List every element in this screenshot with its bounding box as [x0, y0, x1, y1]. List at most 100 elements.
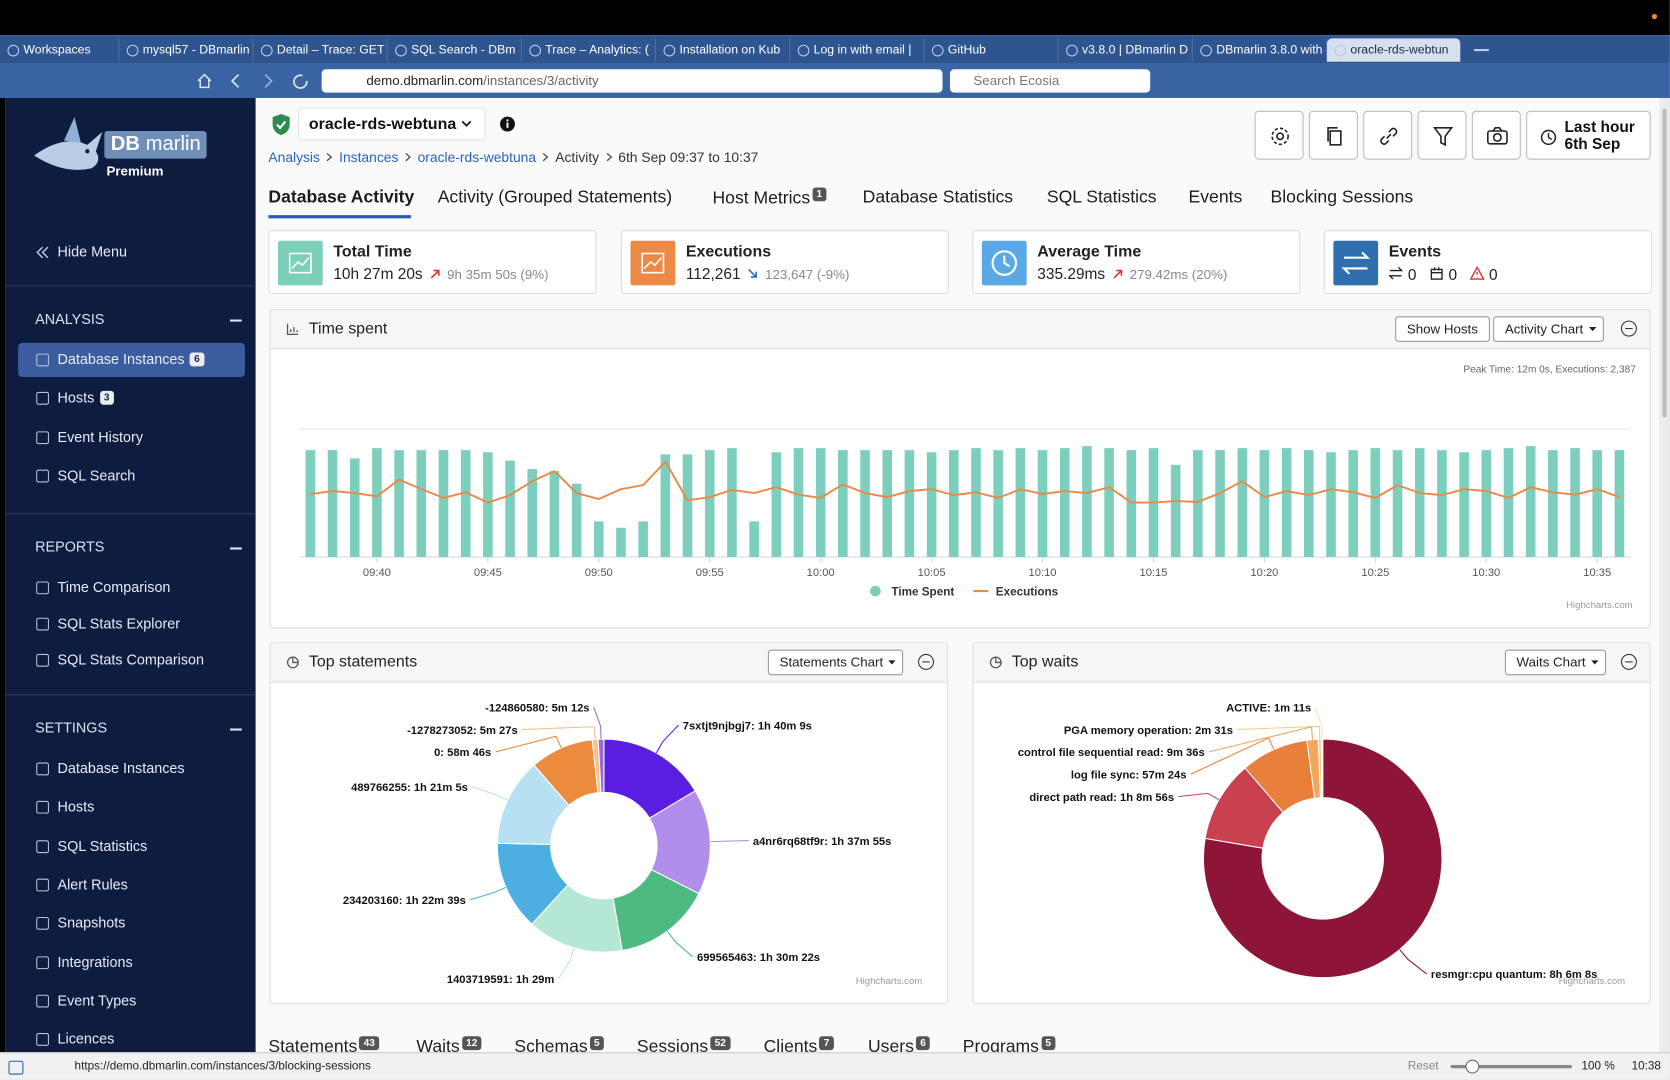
snapshot-button[interactable] — [1471, 110, 1521, 160]
arrow — [748, 268, 758, 278]
scroll-thumb[interactable] — [1662, 108, 1667, 418]
tab-badge: 5 — [1041, 1036, 1056, 1051]
section-collapse[interactable] — [230, 728, 242, 731]
section-title: REPORTS — [35, 538, 105, 555]
info-icon[interactable] — [499, 116, 515, 132]
breadcrumb-item[interactable]: oracle-rds-webtuna — [417, 149, 537, 166]
menu-item[interactable]: Database Instances — [18, 752, 245, 786]
zoom-reset[interactable]: Reset — [1407, 1059, 1439, 1073]
waits-chart-button[interactable]: Waits Chart — [1504, 649, 1606, 676]
time-range-button[interactable]: Last hour 6th Sep — [1526, 110, 1651, 160]
menu-item[interactable]: SQL Stats Explorer — [18, 607, 245, 641]
zoom-knob[interactable] — [1465, 1059, 1480, 1074]
section-collapse[interactable] — [230, 319, 242, 322]
collapse-button[interactable] — [1620, 653, 1637, 670]
clock-icon — [1540, 129, 1557, 146]
breadcrumb-item: 6th Sep 09:37 to 10:37 — [618, 149, 759, 166]
tab-label: Clients — [763, 1037, 818, 1057]
browser-tab[interactable]: Detail – Trace: GET — [253, 37, 388, 62]
new-tab-button[interactable] — [1473, 48, 1489, 51]
menu-item[interactable]: Alert Rules — [18, 868, 245, 902]
content-tab[interactable]: Events — [1189, 187, 1243, 207]
menu-item[interactable]: Event Types — [18, 984, 245, 1018]
donut-slice — [597, 738, 605, 793]
hide-menu[interactable]: Hide Menu — [18, 235, 245, 269]
arrow — [430, 269, 440, 279]
collapse-button[interactable] — [918, 653, 935, 670]
menu-item[interactable]: Time Comparison — [18, 571, 245, 605]
menu-item[interactable]: Hosts 3 — [18, 382, 245, 416]
bar — [1525, 446, 1536, 557]
breadcrumb-item[interactable]: Analysis — [268, 149, 320, 166]
content-tab[interactable]: Database Activity — [268, 187, 414, 207]
content-tab[interactable]: Blocking Sessions — [1271, 187, 1414, 207]
card-icon — [630, 240, 676, 286]
menu-item[interactable]: Event History — [18, 420, 245, 454]
browser-tab[interactable]: mysql57 - DBmarlin — [119, 37, 254, 62]
section-collapse[interactable] — [230, 547, 242, 550]
address-bar[interactable]: demo.dbmarlin.com/instances/3/activity — [321, 69, 943, 93]
bottom-tab[interactable]: Statements 43 — [268, 1036, 380, 1057]
x-tick-label: 10:35 — [1583, 567, 1611, 579]
bottom-tab[interactable]: Schemas 5 — [514, 1036, 604, 1057]
content-tab[interactable]: Activity (Grouped Statements) — [438, 187, 672, 207]
filter-button[interactable] — [1417, 110, 1467, 160]
bottom-tab[interactable]: Users 6 — [868, 1036, 931, 1057]
bar — [1592, 450, 1603, 557]
browser-tab[interactable]: oracle-rds-webtun — [1326, 37, 1462, 62]
data-label: 1403719591: 1h 29m — [447, 974, 555, 986]
link-button[interactable] — [1363, 110, 1413, 160]
tab-label: Statements — [268, 1037, 358, 1057]
browser-tab[interactable]: Log in with email | — [790, 37, 925, 62]
chart-icon — [286, 323, 299, 336]
menu-item[interactable]: Database Instances 6 — [18, 342, 245, 378]
browser-tab[interactable]: SQL Search - DBm — [388, 37, 522, 62]
menu-item[interactable]: SQL Search — [18, 459, 245, 493]
search-box[interactable]: Search Ecosia — [949, 69, 1151, 93]
menu-item[interactable]: SQL Stats Comparison — [18, 643, 245, 677]
label-connector — [1190, 737, 1275, 775]
content-tab[interactable]: Database Statistics — [863, 187, 1013, 207]
tab-badge: 43 — [359, 1036, 380, 1051]
bar — [1392, 450, 1403, 557]
zoom-slider[interactable] — [1450, 1059, 1572, 1074]
bar — [616, 527, 626, 557]
menu-icon — [36, 762, 49, 776]
filter-icon — [1432, 127, 1454, 147]
content-tab[interactable]: SQL Statistics — [1047, 187, 1157, 207]
browser-tab[interactable]: DBmarlin 3.8.0 with — [1193, 37, 1327, 62]
event-icon — [1388, 266, 1404, 280]
browser-tab[interactable]: GitHub — [924, 37, 1059, 62]
settings-button[interactable] — [1254, 110, 1304, 160]
menu-item[interactable]: Hosts — [18, 791, 245, 825]
breadcrumb-item[interactable]: Instances — [339, 149, 399, 166]
menu-item[interactable]: Snapshots — [18, 907, 245, 941]
bottom-tab[interactable]: Waits 12 — [416, 1036, 482, 1057]
card-icon-glyph — [991, 250, 1018, 276]
activity-chart-button[interactable]: Activity Chart — [1493, 316, 1604, 342]
browser-tab[interactable]: Installation on Kub — [656, 37, 791, 62]
browser-tab[interactable]: v3.8.0 | DBmarlin D — [1059, 37, 1193, 62]
menu-item[interactable]: Licences — [18, 1022, 245, 1056]
card-icon — [277, 240, 323, 286]
credits: Highcharts.com — [856, 976, 923, 987]
logo-fish — [34, 117, 103, 170]
show-hosts-button[interactable]: Show Hosts — [1395, 316, 1490, 342]
menu-item[interactable]: Integrations — [18, 945, 245, 979]
panel-icon[interactable] — [8, 1060, 24, 1075]
card-value-row: 10h 27m 20s 9h 35m 50s (9%) — [333, 266, 548, 283]
browser-tab[interactable]: Trace – Analytics: ( — [522, 37, 657, 62]
copy-button[interactable] — [1308, 110, 1358, 160]
bottom-tab[interactable]: Clients 7 — [764, 1036, 834, 1057]
instance-dropdown[interactable]: oracle-rds-webtuna — [298, 107, 486, 141]
bottom-tab[interactable]: Sessions 52 — [637, 1036, 731, 1057]
browser-tab[interactable]: Workspaces — [0, 37, 120, 62]
bottom-tab[interactable]: Programs 5 — [963, 1036, 1056, 1057]
button-label: Waits Chart — [1516, 654, 1586, 670]
statements-chart-button[interactable]: Statements Chart — [767, 649, 904, 676]
bar — [349, 458, 360, 557]
collapse-button[interactable] — [1620, 320, 1637, 337]
menu-item[interactable]: SQL Statistics — [18, 829, 245, 863]
hide-menu-label: Hide Menu — [57, 243, 128, 260]
content-tab[interactable]: Host Metrics 1 — [712, 187, 827, 208]
